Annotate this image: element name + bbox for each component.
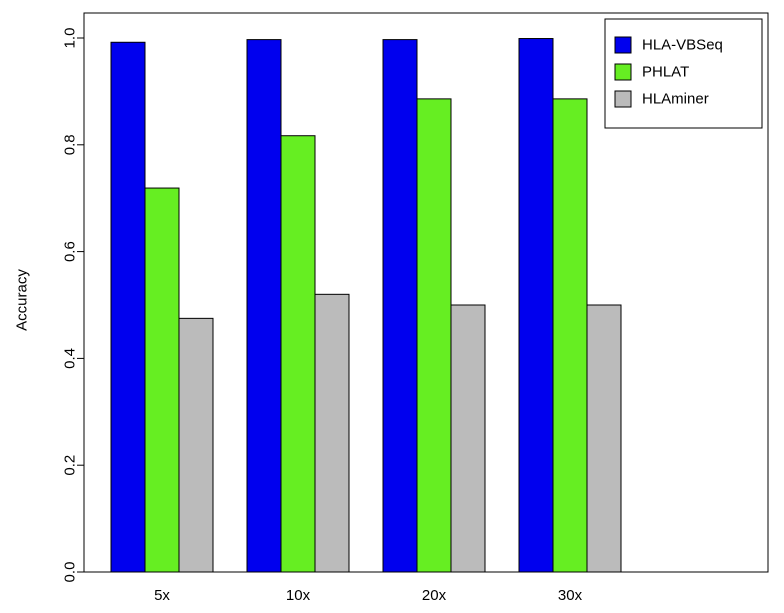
legend-swatch	[614, 90, 632, 108]
bar-hla-vbseq-5x	[110, 41, 146, 573]
x-tick-label: 10x	[286, 587, 311, 604]
y-axis-label: Accuracy	[14, 269, 31, 331]
bar-hlaminer-30x	[586, 304, 622, 573]
y-tick-label: 0.0	[62, 562, 79, 583]
bar-phlat-10x	[280, 135, 316, 573]
bar-hla-vbseq-10x	[246, 39, 282, 573]
bar-hla-vbseq-30x	[518, 38, 554, 573]
legend: HLA-VBSeq PHLAT HLAminer	[604, 18, 763, 129]
bar-phlat-20x	[416, 98, 452, 573]
y-tick-label: 0.8	[62, 134, 79, 155]
x-axis: 5x 10x 20x 30x	[154, 587, 583, 604]
x-tick-label: 5x	[154, 587, 170, 604]
y-tick-label: 0.2	[62, 455, 79, 476]
bar-hla-vbseq-20x	[382, 39, 418, 573]
bars	[110, 38, 622, 573]
legend-swatch	[614, 36, 632, 54]
y-tick-label: 0.6	[62, 241, 79, 262]
bar-phlat-5x	[144, 187, 180, 573]
x-tick-label: 20x	[422, 587, 447, 604]
y-tick-label: 0.4	[62, 348, 79, 369]
y-tick-label: 1.0	[62, 28, 79, 49]
bar-hlaminer-20x	[450, 304, 486, 573]
y-axis: 0.0 0.2 0.4 0.6 0.8 1.0	[62, 28, 85, 583]
bar-hlaminer-5x	[178, 317, 214, 573]
x-tick-label: 30x	[558, 587, 583, 604]
legend-label: HLAminer	[642, 91, 709, 108]
legend-label: HLA-VBSeq	[642, 37, 723, 54]
bar-phlat-30x	[552, 98, 588, 573]
legend-label: PHLAT	[642, 64, 689, 81]
legend-swatch	[614, 63, 632, 81]
bar-hlaminer-10x	[314, 293, 350, 573]
